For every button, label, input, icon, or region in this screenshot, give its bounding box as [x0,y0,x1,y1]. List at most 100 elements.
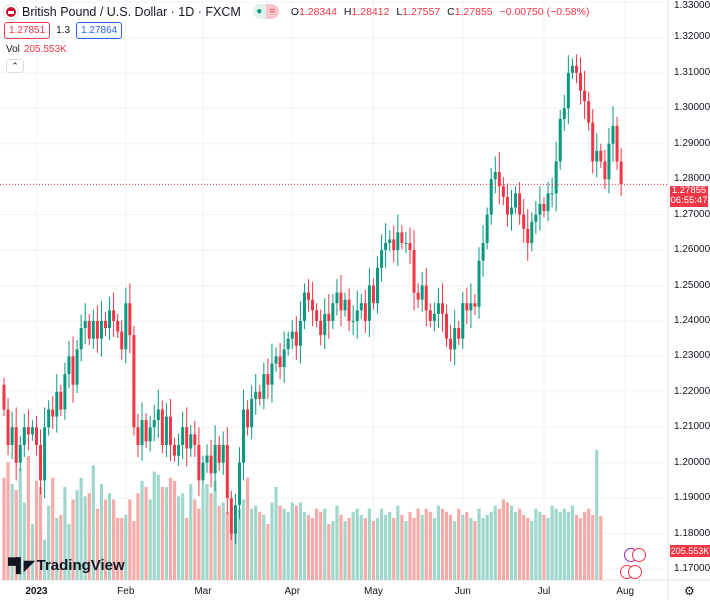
candle-body [30,427,34,435]
volume-bar [168,477,173,580]
volume-bar [254,505,258,580]
collapse-button[interactable]: ⌃ [6,59,24,73]
buy-button[interactable]: 1.27864 [76,22,123,39]
volume-bar [574,514,579,580]
volume-bar [148,499,152,580]
volume-bar [481,518,485,580]
volume-bar [347,518,351,580]
volume-bar [116,518,120,580]
candle-body [510,207,513,215]
volume-bar [444,511,449,580]
candle-body [39,444,43,481]
candle-body [376,267,380,304]
volume-bar [497,508,501,580]
candle-body [436,303,440,314]
candle-body [534,214,538,222]
candle-body [221,444,225,463]
volume-bar [363,518,367,580]
volume-bar [509,505,514,580]
candle-body [574,65,578,73]
volume-bar [335,505,339,580]
time-axis-label: Jul [537,586,551,597]
volume-bar [266,524,270,580]
candle-body [294,331,298,346]
candle-body [412,250,416,293]
volume-bar [562,508,566,580]
volume-bar [144,487,148,580]
volume-bar [250,508,254,580]
volume-bar [71,499,75,580]
us-event-flag-icon[interactable] [628,565,642,579]
candle-body [384,242,388,251]
candle-body [619,161,623,185]
price-axis-label: 1.30000 [674,102,710,114]
candle-body [79,328,83,350]
candle-body [469,303,473,311]
candle-body [10,427,14,445]
volume-bar [396,505,400,580]
volume-bar [38,487,43,580]
open-value: 1.28344 [298,5,337,18]
symbol-title[interactable]: British Pound / U.S. Dollar · 1D · FXCM [22,4,241,19]
candle-body [246,409,250,428]
volume-bar [323,508,327,580]
price-axis-label: 1.23000 [674,350,710,362]
volume-bar [14,490,18,580]
candle-body [404,242,408,244]
volume-bar [453,521,457,580]
volume-bar [30,524,35,580]
volume-bar [246,477,250,580]
candle-body [311,299,315,311]
sell-button[interactable]: 1.27851 [4,22,51,39]
volume-bar [424,508,428,580]
candle-body [526,228,530,243]
candle-body [546,193,550,212]
candle-body [473,303,477,307]
volume-bar [286,511,290,580]
volume-bar [384,514,388,580]
volume-bar [302,511,307,580]
candle-body [278,356,282,368]
candle-body [87,320,91,339]
candle-body [112,310,116,321]
candle-body [449,338,453,350]
volume-bar [128,499,132,580]
tv-logo-icon: ▀▌◤ [8,557,35,573]
volume-bar [26,456,30,580]
time-axis-label: Jun [454,586,471,597]
tradingview-logo[interactable]: ▀▌◤ TradingView [8,557,125,574]
volume-bar [209,493,213,580]
volume-bar [339,514,343,580]
settings-gear-icon[interactable]: ⚙ [684,584,695,598]
candle-body [457,328,461,339]
volume-bar [404,521,408,580]
volume-bar [457,508,461,580]
candle-body [156,409,160,421]
candle-body [116,320,120,332]
volume-bar [578,518,583,580]
candle-body [205,455,209,463]
candle-body [550,193,554,195]
market-status[interactable]: ● = [252,4,279,19]
candle-body [587,101,591,123]
volume-bar [270,502,274,580]
volume-bar [63,487,67,580]
current-price: 1.27855 [671,185,707,196]
high-label: H [343,5,352,18]
volume-bar [197,508,201,580]
uk-event-flag-icon[interactable] [632,548,646,562]
volume-bar [432,518,436,580]
volume-bar [440,508,445,580]
candle-body [298,320,302,346]
volume-bar [465,511,469,580]
candle-body [302,292,306,321]
volume-bar [18,468,22,580]
volume-bar [489,511,493,580]
candle-body [371,285,375,304]
candle-body [505,196,509,215]
low-value: 1.27557 [402,5,441,18]
candle-body [493,172,497,180]
candle-body [160,409,164,445]
volume-bar [185,518,189,580]
